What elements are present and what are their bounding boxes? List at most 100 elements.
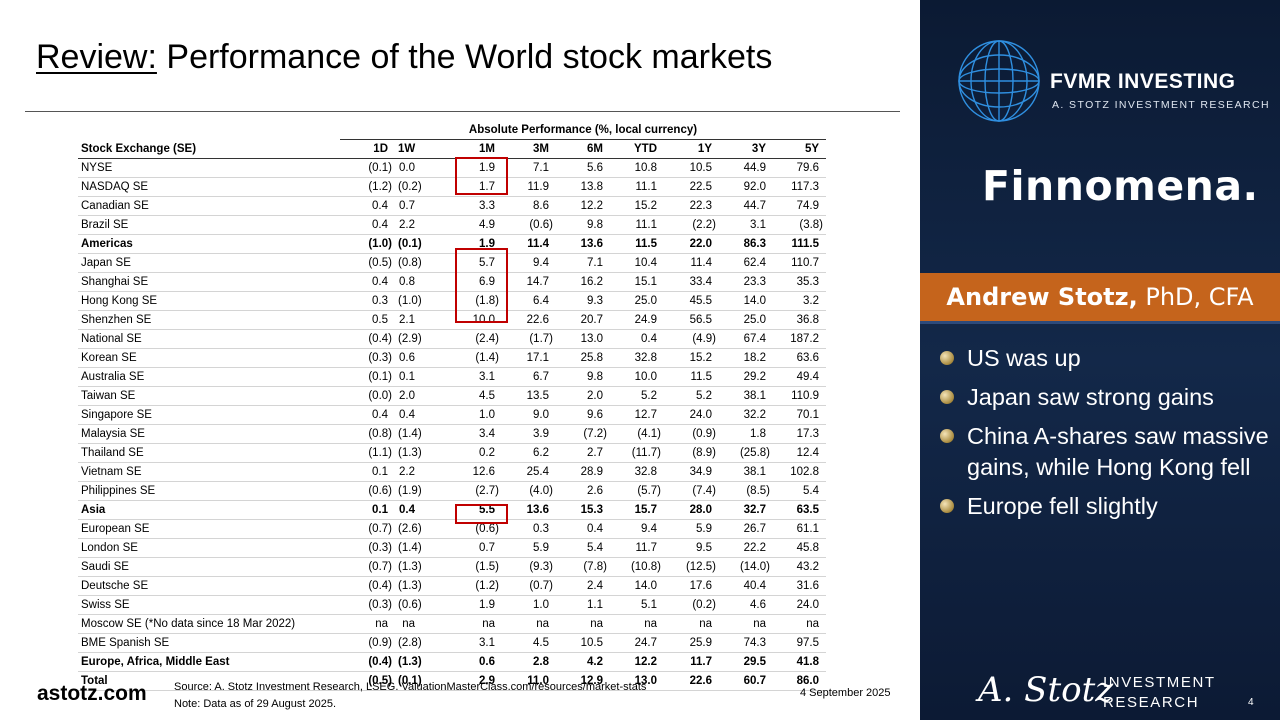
highlight-box [455, 504, 508, 524]
cell-value: 1.8 [719, 424, 773, 444]
table-row: BME Spanish SE (0.9) (2.8) 3.1 4.5 10.5 24.7 25… [78, 633, 827, 653]
cell-value: 28.0 [664, 500, 719, 520]
cell-value: 24.9 [610, 310, 664, 330]
cell-value: (0.3) [340, 595, 395, 615]
cell-value: 0.1 [340, 500, 395, 520]
cell-value: (1.4) [422, 348, 502, 368]
cell-value: (0.3) [340, 348, 395, 368]
table-row: Hong Kong SE 0.3 (1.0) (1.8) 6.4 9.3 25.0 45.5 1… [78, 291, 827, 311]
cell-value: (0.4) [340, 576, 395, 596]
cell-value: 6.9 [422, 272, 502, 292]
cell-value: 0.4 [340, 272, 395, 292]
cell-value: 22.6 [664, 671, 719, 691]
presenter-name: Andrew Stotz, [946, 283, 1138, 311]
cell-value: (10.8) [610, 557, 664, 577]
cell-value: 6.2 [502, 443, 556, 463]
cell-value: 1.0 [502, 595, 556, 615]
cell-value: 56.5 [664, 310, 719, 330]
cell-value: 13.6 [502, 500, 556, 520]
row-label: Japan SE [78, 253, 340, 273]
table-row: Australia SE (0.1) 0.1 3.1 6.7 9.8 10.0 11.5 29.… [78, 367, 827, 387]
cell-value: 4.9 [422, 215, 502, 235]
blank-cell [78, 121, 340, 140]
cell-value: 102.8 [773, 462, 827, 482]
cell-value: (0.2) [664, 595, 719, 615]
cell-value: 16.2 [556, 272, 610, 292]
cell-value: 0.0 [395, 158, 422, 178]
cell-value: (7.4) [664, 481, 719, 501]
website: astotz.com [37, 682, 147, 705]
cell-value: 29.2 [719, 367, 773, 387]
cell-value: (4.0) [502, 481, 556, 501]
column-header: Stock Exchange (SE) [78, 139, 340, 159]
cell-value: 44.7 [719, 196, 773, 216]
row-label: European SE [78, 519, 340, 539]
cell-value: (0.1) [340, 158, 395, 178]
cell-value: 44.9 [719, 158, 773, 178]
cell-value: 4.5 [502, 633, 556, 653]
research-logo: INVESTMENT [1103, 674, 1216, 691]
cell-value: 1.7 [422, 177, 502, 197]
cell-value: 62.4 [719, 253, 773, 273]
cell-value: (0.6) [502, 215, 556, 235]
table-row: Taiwan SE (0.0) 2.0 4.5 13.5 2.0 5.2 5.2 38.1 110… [78, 386, 827, 406]
cell-value: 1.0 [422, 405, 502, 425]
row-label: Thailand SE [78, 443, 340, 463]
cell-value: 5.4 [556, 538, 610, 558]
column-header: 5Y [773, 139, 827, 159]
cell-value: 11.5 [610, 234, 664, 254]
row-label: Total [78, 671, 340, 691]
cell-value: (0.6) [340, 481, 395, 501]
data-note: Note: Data as of 29 August 2025. [174, 698, 337, 710]
cell-value: 9.4 [502, 253, 556, 273]
row-label: Europe, Africa, Middle East [78, 652, 340, 672]
cell-value: 11.4 [664, 253, 719, 273]
cell-value: (1.5) [422, 557, 502, 577]
cell-value: (0.3) [340, 538, 395, 558]
cell-value: (2.6) [395, 519, 422, 539]
row-label: Taiwan SE [78, 386, 340, 406]
cell-value: 13.0 [556, 329, 610, 349]
cell-value: 41.8 [773, 652, 827, 672]
cell-value: 25.4 [502, 462, 556, 482]
cell-value: 32.8 [610, 462, 664, 482]
cell-value: 40.4 [719, 576, 773, 596]
cell-value: 11.7 [664, 652, 719, 672]
cell-value: (8.5) [719, 481, 773, 501]
cell-value: 13.6 [556, 234, 610, 254]
cell-value: 70.1 [773, 405, 827, 425]
cell-value: 17.6 [664, 576, 719, 596]
table-row: Thailand SE (1.1) (1.3) 0.2 6.2 2.7 (11.7) (8.9… [78, 443, 827, 463]
cell-value: (0.9) [340, 633, 395, 653]
cell-value: 3.1 [422, 633, 502, 653]
slide-title: Review: Performance of the World stock m… [36, 38, 772, 77]
signature: A. Stotz [978, 670, 1114, 710]
cell-value: (1.9) [395, 481, 422, 501]
cell-value: 9.3 [556, 291, 610, 311]
cell-value: 97.5 [773, 633, 827, 653]
row-label: Vietnam SE [78, 462, 340, 482]
brand-subtitle: A. STOTZ INVESTMENT RESEARCH [1052, 99, 1270, 111]
bullet: Europe fell slightly [940, 491, 1270, 522]
row-label: NYSE [78, 158, 340, 178]
cell-value: 9.6 [556, 405, 610, 425]
page-number: 4 [1248, 697, 1254, 708]
cell-value: (0.2) [395, 177, 422, 197]
cell-value: 0.5 [340, 310, 395, 330]
cell-value: (2.2) [664, 215, 719, 235]
row-label: NASDAQ SE [78, 177, 340, 197]
row-label: Korean SE [78, 348, 340, 368]
cell-value: 31.6 [773, 576, 827, 596]
cell-value: 110.7 [773, 253, 827, 273]
cell-value: 22.3 [664, 196, 719, 216]
cell-value: 0.7 [395, 196, 422, 216]
cell-value: 0.1 [340, 462, 395, 482]
cell-value: 15.2 [664, 348, 719, 368]
cell-value: 13.5 [502, 386, 556, 406]
cell-value: 11.7 [610, 538, 664, 558]
cell-value: (8.9) [664, 443, 719, 463]
cell-value: 3.1 [719, 215, 773, 235]
cell-value: 22.0 [664, 234, 719, 254]
cell-value: 2.9 [422, 671, 502, 691]
cell-value: (2.8) [395, 633, 422, 653]
